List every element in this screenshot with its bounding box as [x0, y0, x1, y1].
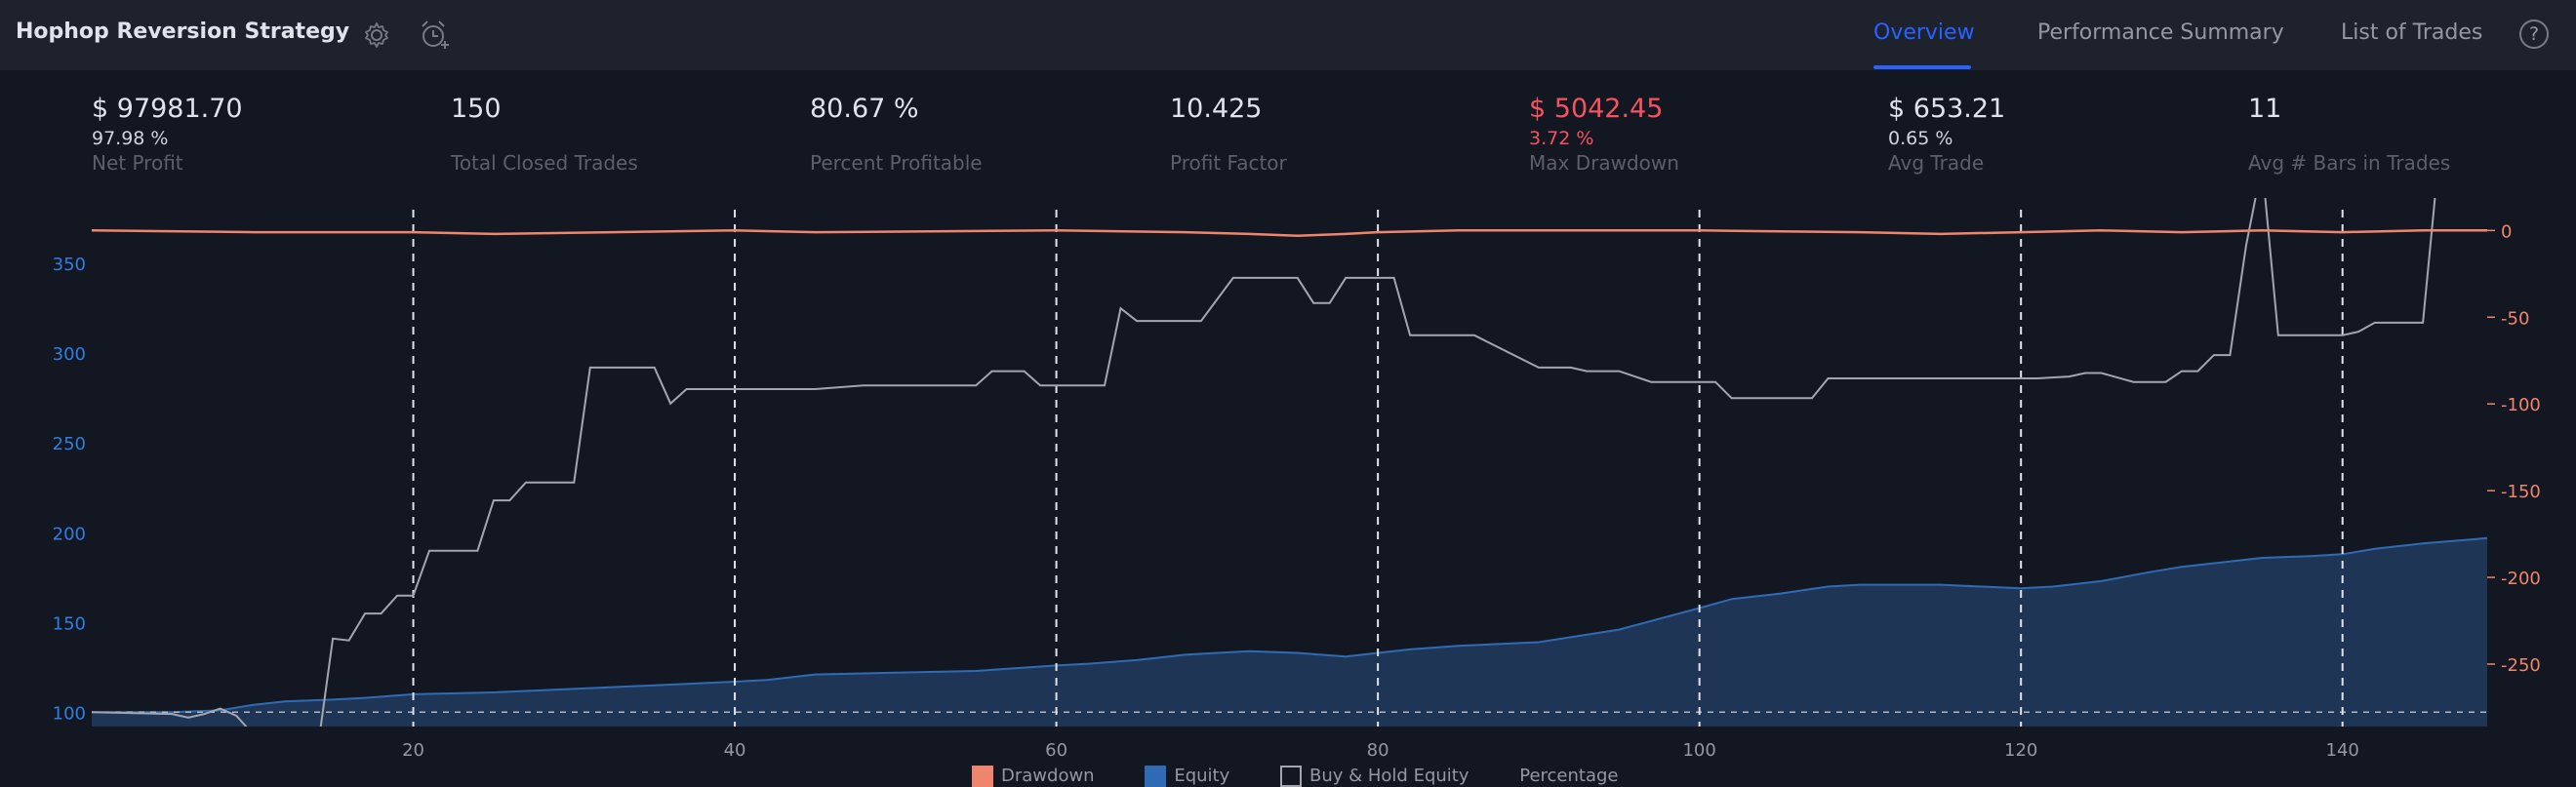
tab-overview[interactable]: Overview: [1873, 20, 1975, 45]
metric-sub: [810, 128, 983, 149]
left-axis-tick-label: 100: [53, 703, 86, 724]
tab-list-of-trades[interactable]: List of Trades: [2341, 20, 2483, 45]
x-axis-tick-label: 40: [724, 740, 746, 761]
legend-label: Buy & Hold Equity: [1308, 766, 1469, 786]
metric-max-drawdown: $ 5042.45 3.72 % Max Drawdown: [1529, 94, 1679, 175]
legend-percentage[interactable]: Percentage: [1519, 766, 1618, 786]
metric-value: 80.67 %: [810, 94, 919, 124]
drawdown-line: [91, 229, 2487, 237]
metric-sub: 0.65 %: [1888, 128, 1953, 149]
tab-performance-summary[interactable]: Performance Summary: [2037, 20, 2284, 45]
x-axis-tick-label: 120: [2004, 740, 2037, 761]
metric-value: 11: [2248, 94, 2282, 124]
metric-sub: 97.98 %: [92, 128, 169, 149]
left-axis-tick-label: 350: [53, 255, 86, 275]
metric-value: $ 97981.70: [92, 94, 243, 124]
metric-label: Total Closed Trades: [451, 151, 638, 175]
legend-label: Equity: [1174, 766, 1230, 786]
metric-total-closed-trades: 150 Total Closed Trades: [451, 94, 638, 175]
active-tab-indicator: [1873, 65, 1971, 69]
metric-value: $ 5042.45: [1529, 94, 1664, 124]
left-axis-tick-label: 150: [53, 613, 86, 634]
legend-swatch: [1279, 766, 1302, 787]
metric-profit-factor: 10.425 Profit Factor: [1170, 94, 1287, 175]
x-axis-tick-label: 20: [402, 740, 424, 761]
x-axis-tick-label: 100: [1682, 740, 1715, 761]
metric-sub: 3.72 %: [1529, 128, 1594, 149]
legend-drawdown[interactable]: Drawdown: [972, 766, 1095, 787]
buyhold-line: [92, 198, 2436, 727]
metric-label: Avg Trade: [1888, 151, 1985, 175]
metric-avg-bars-in-trades: 11 Avg # Bars in Trades: [2248, 94, 2450, 175]
x-axis-tick-label: 60: [1045, 740, 1067, 761]
legend-buyhold[interactable]: Buy & Hold Equity: [1279, 766, 1469, 787]
strategy-title: Hophop Reversion Strategy: [16, 20, 350, 44]
equity-line: [92, 536, 2488, 714]
add-alert-icon[interactable]: [418, 18, 453, 53]
metric-value: $ 653.21: [1888, 94, 2006, 124]
legend-swatch: [972, 766, 993, 787]
right-axis-tick-label: -50: [2501, 308, 2529, 329]
x-axis-tick-label: 140: [2326, 740, 2359, 761]
right-axis-tick-label: -100: [2501, 395, 2541, 415]
metric-sub: [1170, 128, 1287, 149]
legend-equity[interactable]: Equity: [1145, 766, 1230, 787]
metric-net-profit: $ 97981.70 97.98 % Net Profit: [92, 94, 243, 175]
metric-label: Percent Profitable: [810, 151, 983, 175]
right-axis-tick-label: 0: [2501, 221, 2512, 242]
x-axis-tick-label: 80: [1367, 740, 1389, 761]
metric-label: Max Drawdown: [1529, 151, 1679, 175]
chart-legend: Drawdown Equity Buy & Hold Equity Percen…: [972, 766, 1664, 787]
legend-label: Percentage: [1519, 766, 1619, 786]
metric-value: 150: [451, 94, 502, 124]
metric-label: Profit Factor: [1170, 151, 1287, 175]
metric-label: Net Profit: [92, 151, 183, 175]
top-bar: Hophop Reversion Strategy Overview Perfo…: [0, 0, 2576, 70]
metric-percent-profitable: 80.67 % Percent Profitable: [810, 94, 983, 175]
metric-sub: [2248, 128, 2450, 149]
metric-sub: [451, 128, 638, 149]
metric-label: Avg # Bars in Trades: [2248, 151, 2451, 175]
equity-chart[interactable]: 100 150 200 250 300 350 0 -50 -100 -150 -200 -250 20…: [0, 185, 2576, 778]
right-axis-tick-label: -200: [2501, 569, 2541, 589]
equity-area: [92, 537, 2487, 727]
left-axis-tick-label: 200: [53, 524, 86, 544]
legend-label: Drawdown: [1001, 766, 1095, 786]
legend-swatch: [1145, 766, 1167, 787]
metric-value: 10.425: [1170, 94, 1263, 124]
help-icon[interactable]: ?: [2519, 20, 2549, 49]
gear-icon[interactable]: [361, 20, 392, 51]
metric-avg-trade: $ 653.21 0.65 % Avg Trade: [1888, 94, 2005, 175]
left-axis-tick-label: 300: [53, 344, 86, 365]
left-axis-tick-label: 250: [53, 434, 86, 454]
right-axis-tick-label: -250: [2501, 655, 2541, 676]
right-axis-tick-label: -150: [2501, 482, 2541, 502]
